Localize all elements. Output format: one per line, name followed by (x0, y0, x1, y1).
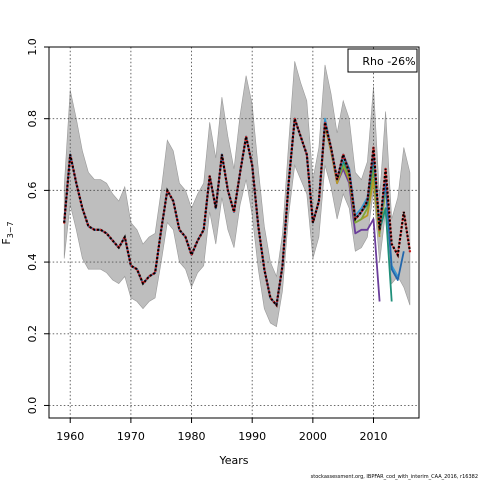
y-tick-label: 0.6 (26, 182, 39, 200)
y-axis-title: F3−7 (0, 221, 15, 244)
x-axis-title: Years (218, 454, 248, 467)
grid-lines (49, 46, 419, 418)
y-axis: 0.0 0.2 0.4 0.6 0.8 1.0 (26, 38, 49, 414)
x-tick-label: 1990 (238, 430, 266, 443)
y-tick-label: 0.0 (26, 397, 39, 415)
x-tick-label: 2010 (360, 430, 388, 443)
plot-frame (48, 46, 420, 419)
y-tick-label: 0.4 (26, 253, 39, 271)
y-tick-label: 1.0 (26, 38, 39, 56)
legend: Rho -26% (347, 48, 418, 73)
y-axis-title-subscript: 3−7 (6, 221, 15, 238)
x-tick-label: 1980 (178, 430, 206, 443)
x-axis: 1960 1970 1980 1990 2000 2010 (56, 418, 388, 443)
y-tick-label: 0.2 (26, 325, 39, 343)
x-tick-label: 2000 (299, 430, 327, 443)
y-axis-title-main: F (0, 238, 13, 244)
legend-box (347, 48, 418, 73)
credit-text: stockassessment.org, IBPFAR_cod_with_int… (311, 474, 478, 480)
legend-text: Rho -26% (362, 55, 415, 68)
x-tick-label: 1960 (56, 430, 84, 443)
series-lines (62, 117, 412, 308)
x-tick-label: 1970 (117, 430, 145, 443)
series-line-dotted (63, 118, 411, 308)
y-tick-label: 0.8 (26, 110, 39, 128)
